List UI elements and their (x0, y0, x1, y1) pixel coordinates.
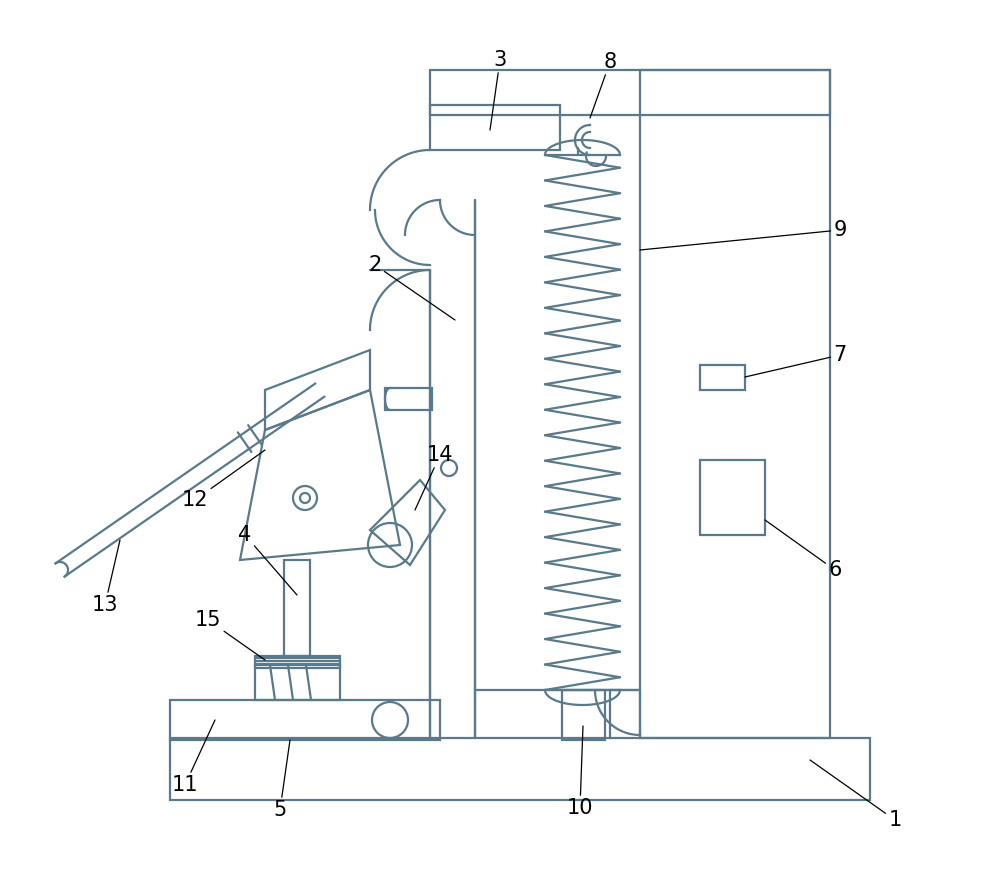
Bar (255, 665, 340, 700)
Bar (562, 690, 605, 740)
Text: 3: 3 (490, 50, 507, 130)
Bar (640, 70, 830, 738)
Text: 4: 4 (238, 525, 297, 595)
Text: 13: 13 (92, 540, 120, 615)
Text: 11: 11 (172, 720, 215, 795)
Bar (170, 738, 870, 800)
Bar (430, 70, 830, 115)
Bar (284, 560, 310, 656)
Text: 2: 2 (368, 255, 455, 320)
Bar (700, 460, 765, 535)
Bar (430, 105, 560, 150)
Text: 9: 9 (640, 220, 847, 250)
Text: 14: 14 (415, 445, 453, 510)
Text: 8: 8 (590, 52, 617, 118)
Bar (255, 656, 340, 668)
Bar (385, 388, 432, 410)
Text: 6: 6 (765, 520, 842, 580)
Text: 15: 15 (195, 610, 265, 660)
Text: 7: 7 (745, 345, 847, 377)
Text: 10: 10 (567, 726, 593, 818)
Text: 5: 5 (273, 740, 290, 820)
Bar (700, 365, 745, 390)
Text: 12: 12 (182, 450, 265, 510)
Bar (170, 700, 440, 740)
Text: 1: 1 (810, 760, 902, 830)
